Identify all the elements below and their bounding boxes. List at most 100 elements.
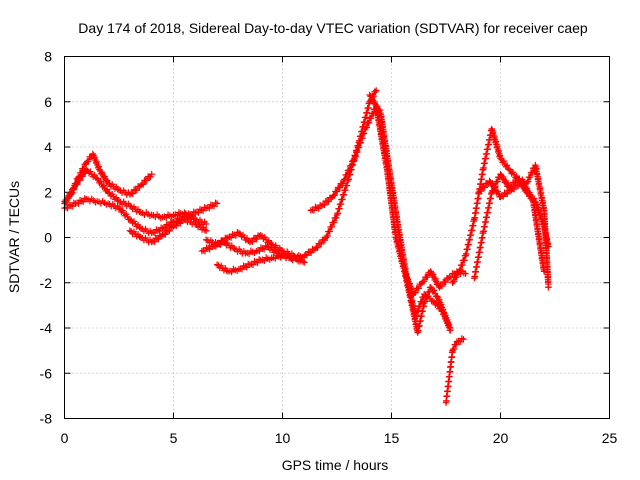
chart-title: Day 174 of 2018, Sidereal Day-to-day VTE… [78,20,588,36]
data-point [545,284,552,291]
series-track-d [126,216,210,246]
y-tick-labels: -8 -6 -4 -2 0 2 4 6 8 [40,49,53,427]
interp-marker [68,190,75,198]
series-track-a [61,150,155,205]
interp-marker [499,173,507,181]
interp-marker [346,167,353,174]
interp-marker [369,94,376,101]
interp-marker [325,198,332,205]
interp-marker [324,232,331,240]
x-tick-label: 15 [384,430,400,446]
interp-marker [412,289,419,296]
interp-marker [434,279,442,287]
interp-marker [374,102,381,110]
data-point [444,275,452,282]
interp-marker [331,192,338,199]
interp-marker [100,182,107,189]
interp-marker [333,188,341,195]
data-point [257,232,264,239]
interp-marker [452,341,460,348]
interp-marker [350,158,357,165]
interp-marker [277,247,285,254]
interp-marker [456,338,464,346]
interp-marker [201,226,209,234]
series-track-n [475,177,548,275]
interp-marker [529,196,536,204]
interp-marker [424,293,431,300]
interp-marker [521,180,528,188]
y-tick-label: 2 [44,184,52,200]
interp-marker [70,186,77,193]
interp-marker [330,219,338,226]
data-point [104,189,112,196]
data-point [296,256,304,264]
interp-marker [430,287,438,294]
interp-marker [523,185,531,192]
data-point [462,270,469,277]
interp-marker [95,163,102,170]
interp-marker [162,231,169,238]
x-axis-label: GPS time / hours [282,457,389,473]
interp-marker [432,275,439,282]
y-tick-label: -6 [40,365,53,381]
interp-marker [371,98,378,106]
data-point [497,155,504,162]
interp-marker [524,178,532,185]
data-point [460,336,467,343]
interp-marker [494,178,501,185]
data-point [203,227,210,234]
interp-marker [91,153,99,161]
interp-marker [450,345,458,353]
interp-marker [318,240,325,248]
interp-marker [341,176,349,183]
interp-marker [365,119,373,126]
interp-marker [367,115,375,122]
interp-marker [273,249,280,256]
series-track-k [442,335,467,406]
interp-marker [129,190,136,197]
data-point [203,220,210,228]
x-tick-label: 20 [493,430,509,446]
series-track-c [61,166,210,228]
interp-marker [326,228,333,235]
interp-marker [459,261,466,269]
data-point [115,204,123,212]
plot-frame [64,56,610,419]
interp-marker [370,110,377,117]
y-tick-label: -2 [40,275,53,291]
interp-marker [500,157,507,165]
data-point [447,327,454,334]
interp-marker [93,158,100,166]
data-point [540,268,548,275]
data-point [373,87,380,94]
y-tick-label: 0 [44,230,52,246]
interp-marker [321,201,328,209]
interp-marker [429,271,437,278]
y-tick-label: 4 [44,139,52,155]
y-tick-label: -8 [40,411,53,427]
interp-marker [348,162,355,169]
interp-marker [450,278,458,285]
interp-marker [481,184,488,191]
interp-marker [421,278,428,285]
data-point [213,200,221,207]
interp-marker [461,256,468,264]
interp-marker [502,177,509,185]
interp-marker [457,266,464,273]
y-tick-label: 8 [44,49,52,65]
interp-marker [527,173,534,181]
interp-marker [526,189,533,196]
interp-marker [415,285,422,292]
interp-marker [477,187,485,195]
data-point [94,175,101,182]
data-point [235,229,243,237]
interp-marker [424,273,431,281]
interp-marker [314,244,321,251]
interp-marker [79,173,86,180]
interp-marker [136,233,143,240]
x-tick-label: 0 [61,430,69,446]
interp-marker [503,162,511,169]
interp-marker [438,301,445,308]
x-tick-label: 25 [602,430,618,446]
